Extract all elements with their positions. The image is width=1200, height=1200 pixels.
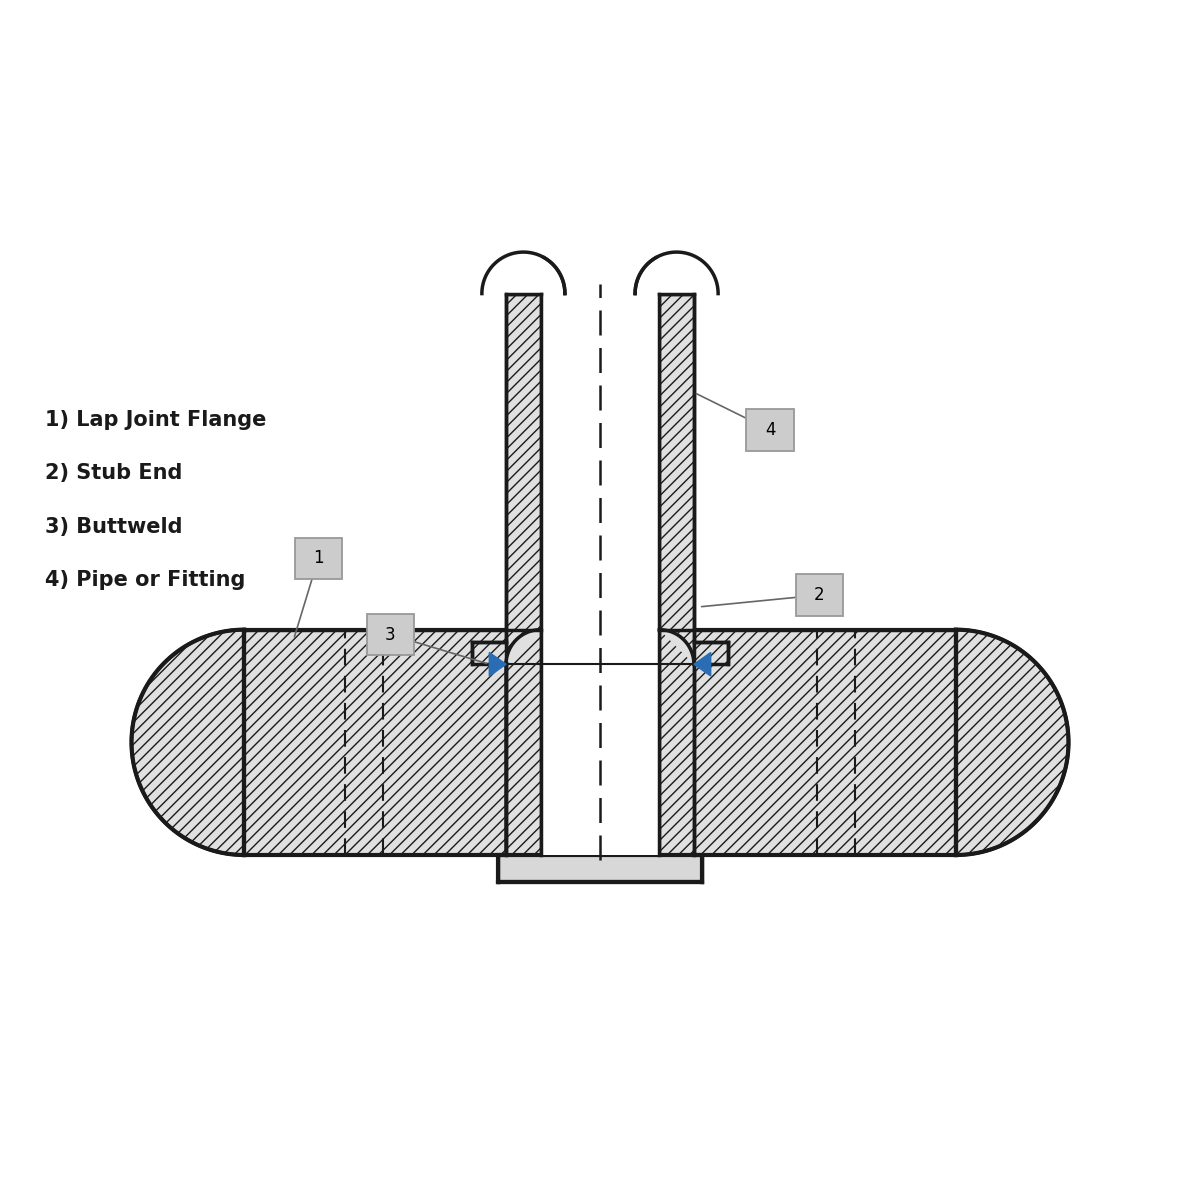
Text: 3: 3 [385, 625, 396, 643]
Polygon shape [490, 653, 506, 676]
FancyBboxPatch shape [294, 538, 342, 580]
Polygon shape [659, 630, 956, 856]
FancyBboxPatch shape [796, 575, 844, 616]
Text: 2: 2 [814, 586, 824, 604]
Text: 4: 4 [764, 421, 775, 439]
FancyBboxPatch shape [367, 614, 414, 655]
Polygon shape [132, 630, 244, 856]
Polygon shape [482, 252, 565, 294]
Text: 1: 1 [313, 550, 324, 568]
Polygon shape [506, 630, 541, 665]
FancyBboxPatch shape [746, 409, 793, 451]
Text: 2) Stub End: 2) Stub End [44, 463, 182, 484]
Polygon shape [694, 653, 710, 676]
Polygon shape [659, 630, 694, 665]
Polygon shape [506, 294, 541, 856]
Text: 4) Pipe or Fitting: 4) Pipe or Fitting [44, 570, 245, 590]
Polygon shape [694, 642, 728, 665]
Polygon shape [635, 252, 718, 294]
Polygon shape [541, 294, 659, 856]
Polygon shape [244, 630, 541, 856]
Polygon shape [956, 630, 1068, 856]
Polygon shape [472, 642, 506, 665]
Text: 3) Buttweld: 3) Buttweld [44, 517, 182, 536]
Text: 1) Lap Joint Flange: 1) Lap Joint Flange [44, 410, 266, 430]
Polygon shape [659, 294, 694, 856]
Polygon shape [498, 856, 702, 882]
